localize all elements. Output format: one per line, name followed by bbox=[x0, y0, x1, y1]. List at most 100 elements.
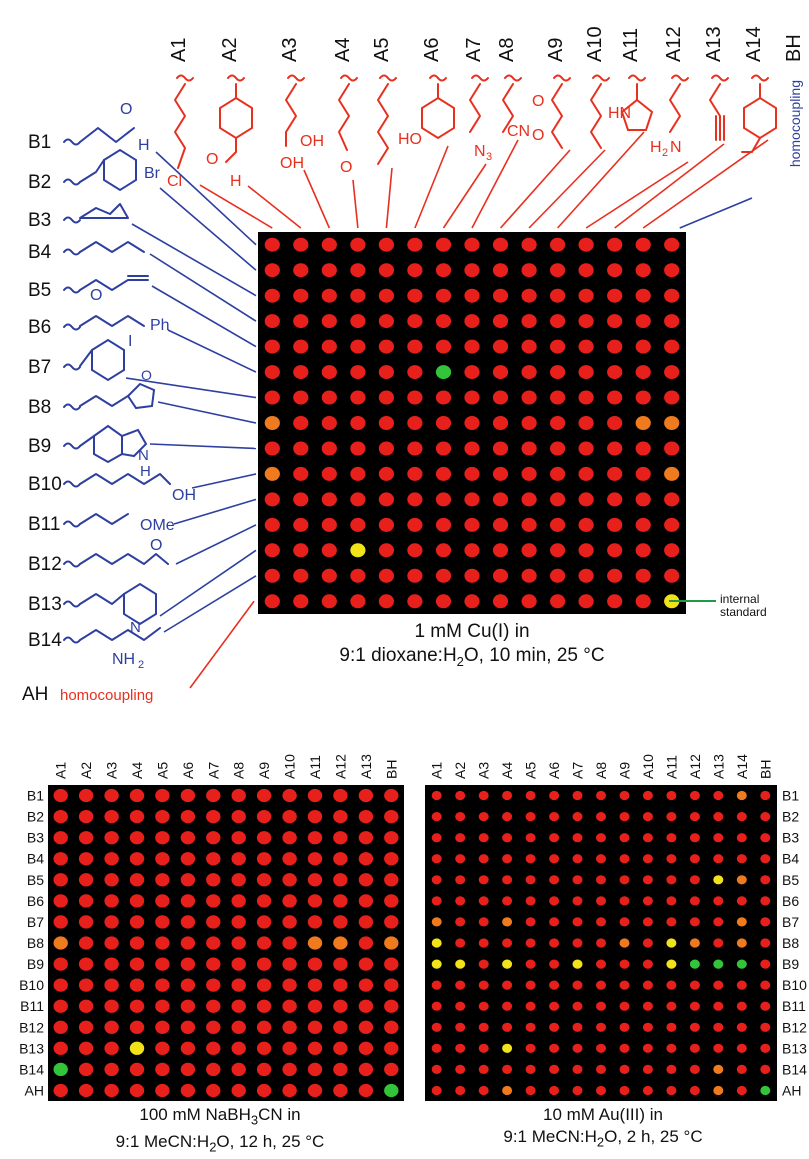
a1-chain bbox=[174, 83, 186, 169]
spot-b7-a6 bbox=[180, 915, 196, 929]
spot-b13-a11 bbox=[550, 543, 566, 558]
spot-b1-a11 bbox=[666, 790, 677, 801]
spot-b10-a12 bbox=[333, 978, 348, 992]
spot-b8-bh bbox=[664, 416, 680, 430]
row-label-b10: B10 bbox=[782, 977, 807, 993]
a-label-a3: A3 bbox=[279, 38, 301, 62]
spot-b4-a10 bbox=[642, 854, 653, 864]
spot-b12-a4 bbox=[350, 517, 366, 532]
b13-chain bbox=[79, 593, 125, 605]
spot-b1-a6 bbox=[549, 790, 560, 801]
spot-b12-a10 bbox=[642, 1022, 653, 1032]
spot-ah-a14 bbox=[635, 594, 651, 609]
spot-b9-a2 bbox=[78, 957, 94, 971]
spot-b2-a1 bbox=[53, 809, 68, 824]
spot-b1-a3 bbox=[321, 237, 337, 252]
spot-b4-a2 bbox=[293, 314, 309, 329]
spot-b1-a5 bbox=[155, 788, 170, 803]
spot-b9-a1 bbox=[264, 441, 280, 456]
spot-b12-a7 bbox=[435, 517, 452, 532]
a11-squiggle bbox=[628, 74, 646, 82]
spot-b3-a4 bbox=[502, 833, 513, 843]
col-label-a1: A1 bbox=[53, 762, 69, 779]
spot-b13-bh bbox=[384, 1041, 399, 1055]
spot-b4-a6 bbox=[407, 314, 423, 329]
spot-b14-a8 bbox=[596, 1064, 606, 1074]
b-label-b12: B12 bbox=[28, 554, 62, 575]
row-label-b1: B1 bbox=[782, 788, 799, 804]
spot-b8-a14 bbox=[736, 938, 747, 948]
b3-cyclopropyl bbox=[79, 203, 129, 219]
spot-b10-a12 bbox=[689, 980, 700, 990]
spot-b12-a1 bbox=[53, 1020, 68, 1034]
b13-squiggle bbox=[63, 600, 81, 608]
spot-b5-a5 bbox=[155, 873, 170, 887]
spot-b9-a5 bbox=[155, 957, 170, 971]
spot-b14-a12 bbox=[333, 1062, 348, 1077]
b-connector-10 bbox=[191, 473, 257, 489]
spot-b13-a9 bbox=[492, 543, 509, 558]
spot-b5-a12 bbox=[333, 873, 348, 887]
spot-b12-a8 bbox=[464, 517, 480, 532]
spot-b8-a10 bbox=[642, 938, 653, 948]
spot-b6-bh bbox=[384, 894, 399, 908]
spot-b1-a3 bbox=[104, 788, 119, 803]
spot-b5-bh bbox=[760, 875, 771, 885]
spot-b5-a8 bbox=[596, 875, 606, 885]
spot-b7-a4 bbox=[129, 915, 145, 929]
row-label-b7: B7 bbox=[27, 914, 44, 930]
left-caption-line1: 100 mM NaBH3CN in bbox=[139, 1105, 301, 1128]
right-array-labels: A1 A2 A3 A4 A5 A6 A7 A8 A9 A10 A11 A12 A13 A14 BH B1 B2 B… bbox=[429, 754, 807, 1099]
spot-b13-a10 bbox=[521, 543, 537, 558]
spot-b13-a3 bbox=[478, 1043, 489, 1053]
a4-text: O bbox=[340, 159, 352, 176]
b9-pyrrole bbox=[121, 428, 148, 458]
spot-b11-a13 bbox=[358, 999, 374, 1013]
spot-b14-a11 bbox=[307, 1062, 323, 1077]
spot-b10-a11 bbox=[550, 466, 566, 481]
left-array-labels: A1 A2 A3 A4 A5 A6 A7 A8 A9 A10 A11 A12 A13 BH B1 B2 B3 B4… bbox=[19, 754, 399, 1099]
b-row-labels: B1 B2 B3 B4 B5 B6 B7 B8 B9 B10 B11 B12 B13 B14 AH homoc… bbox=[22, 132, 153, 705]
spot-b10-a6 bbox=[407, 466, 423, 481]
spot-b11-a13 bbox=[607, 492, 623, 507]
spot-b1-a11 bbox=[550, 237, 566, 252]
spot-b7-a4 bbox=[502, 917, 513, 927]
b-connector-6 bbox=[167, 329, 257, 373]
b14-text-2: 2 bbox=[138, 659, 144, 671]
spot-b6-a7 bbox=[572, 896, 583, 906]
b14-squiggle bbox=[63, 636, 81, 644]
spot-b8-a2 bbox=[78, 936, 94, 950]
a-label-a13: A13 bbox=[703, 26, 725, 62]
spot-b13-a1 bbox=[264, 543, 280, 558]
col-label-bh: BH bbox=[383, 760, 399, 779]
spot-b1-a7 bbox=[206, 788, 221, 803]
spot-b6-a5 bbox=[378, 365, 394, 380]
spot-b2-a11 bbox=[666, 812, 677, 822]
spot-b14-a3 bbox=[478, 1064, 489, 1074]
spot-b3-a1 bbox=[264, 288, 280, 303]
spot-b13-a5 bbox=[378, 543, 394, 558]
row-label-b11: B11 bbox=[20, 998, 44, 1014]
spot-b8-a10 bbox=[521, 416, 537, 430]
right-caption: 10 mM Au(III) in 9:1 MeCN:H2O, 2 h, 25 °… bbox=[418, 1104, 788, 1153]
col-label-a13: A13 bbox=[710, 754, 726, 779]
spot-ah-a4 bbox=[350, 594, 366, 609]
spot-ah-a1 bbox=[431, 1085, 442, 1096]
spot-b5-a7 bbox=[435, 339, 452, 354]
spot-b1-a1 bbox=[53, 788, 68, 803]
spot-b4-a5 bbox=[378, 314, 394, 329]
spot-b1-a10 bbox=[282, 788, 297, 803]
spot-b5-a13 bbox=[607, 339, 623, 354]
spot-b13-a7 bbox=[435, 543, 452, 558]
spot-b3-a9 bbox=[256, 831, 272, 845]
spot-b14-a11 bbox=[550, 568, 566, 583]
spot-b3-a10 bbox=[642, 833, 653, 843]
row-label-b13: B13 bbox=[782, 1040, 807, 1056]
spot-b1-a2 bbox=[293, 237, 309, 252]
spot-b11-a5 bbox=[378, 492, 394, 507]
spot-b14-a3 bbox=[104, 1062, 119, 1077]
spot-b8-a12 bbox=[333, 936, 348, 950]
spot-b9-a3 bbox=[321, 441, 337, 456]
a7-chain bbox=[469, 83, 481, 133]
spot-b1-a12 bbox=[333, 788, 348, 803]
